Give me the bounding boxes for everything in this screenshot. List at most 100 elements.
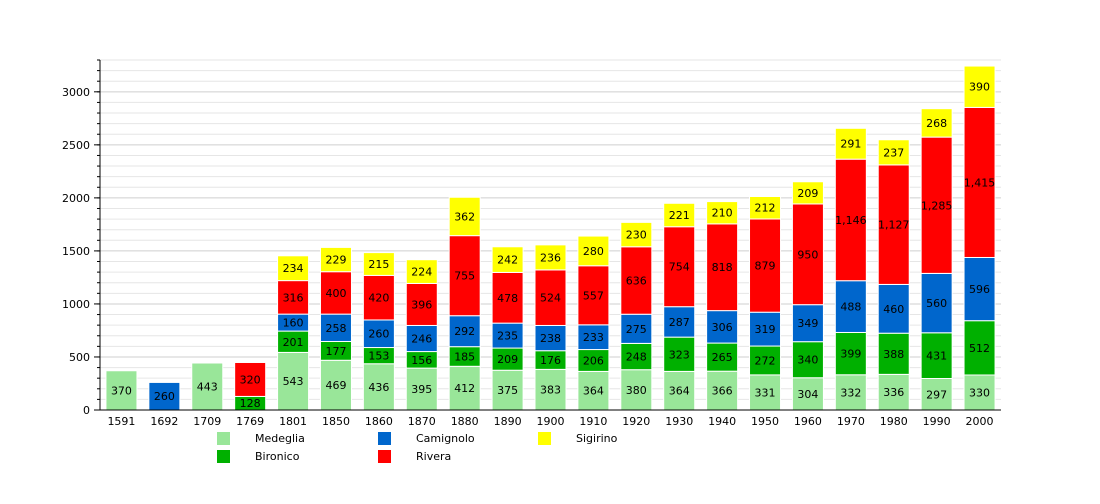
bar-segment-sigirino	[448, 196, 481, 237]
bar-segment-rivera	[877, 164, 910, 285]
y-tick-label: 1000	[62, 298, 90, 311]
bar-segment-sigirino	[749, 196, 782, 220]
data-label: 383	[540, 384, 561, 397]
bar-segment-sigirino	[791, 181, 824, 205]
data-label: 319	[755, 323, 776, 336]
y-tick-label: 0	[83, 404, 90, 417]
bar-segment-bironico	[834, 331, 867, 376]
data-label: 396	[411, 298, 432, 311]
data-label: 210	[712, 207, 733, 220]
data-label: 636	[626, 275, 647, 288]
x-tick-label: 1980	[880, 415, 908, 428]
x-tick-label: 1900	[537, 415, 565, 428]
y-tick-label: 2500	[62, 139, 90, 152]
data-label: 248	[626, 351, 647, 364]
bar-segment-camignolo	[963, 256, 996, 322]
x-tick-label: 1950	[751, 415, 779, 428]
x-tick-label: 1880	[451, 415, 479, 428]
data-label: 268	[926, 117, 947, 130]
bar-segment-camignolo	[920, 272, 953, 334]
bar-segment-camignolo	[834, 280, 867, 333]
bar-segment-rivera	[405, 282, 438, 326]
data-label: 754	[669, 261, 690, 274]
x-tick-label: 1801	[279, 415, 307, 428]
data-label: 375	[497, 384, 518, 397]
y-tick-label: 3000	[62, 86, 90, 99]
data-label: 755	[454, 270, 475, 283]
data-label: 272	[755, 354, 776, 367]
data-label: 275	[626, 323, 647, 336]
data-label: 297	[926, 388, 947, 401]
bar-segment-sigirino	[362, 252, 395, 276]
data-label: 160	[283, 317, 304, 330]
data-label: 331	[755, 386, 776, 399]
x-tick-label: 1940	[708, 415, 736, 428]
data-label: 512	[969, 342, 990, 355]
data-label: 206	[583, 354, 604, 367]
bar-segment-sigirino	[534, 244, 567, 271]
bar-segment-sigirino	[963, 65, 996, 108]
x-tick-label: 1692	[150, 415, 178, 428]
data-label: 1,146	[835, 214, 867, 227]
bar-segment-medeglia	[105, 370, 138, 411]
data-label: 366	[712, 385, 733, 398]
bar-segment-rivera	[920, 136, 953, 274]
data-label: 201	[283, 336, 304, 349]
x-tick-label: 2000	[966, 415, 994, 428]
data-label: 177	[325, 345, 346, 358]
legend-swatch-sigirino	[538, 432, 551, 445]
bar-segment-rivera	[362, 274, 395, 321]
data-label: 153	[368, 350, 389, 363]
data-label: 236	[540, 251, 561, 264]
bar-segment-medeglia	[277, 351, 310, 411]
bar-segment-bironico	[706, 342, 739, 372]
y-tick-label: 2000	[62, 192, 90, 205]
bar-segment-medeglia	[448, 365, 481, 411]
data-label: 258	[325, 322, 346, 335]
data-label: 460	[883, 303, 904, 316]
data-label: 478	[497, 292, 518, 305]
x-tick-label: 1591	[107, 415, 135, 428]
data-label: 233	[583, 331, 604, 344]
data-label: 242	[497, 254, 518, 267]
bar-segment-sigirino	[706, 201, 739, 225]
bar-segment-medeglia	[319, 359, 352, 411]
bar-segment-rivera	[319, 271, 352, 315]
data-label: 246	[411, 333, 432, 346]
data-label: 291	[840, 138, 861, 151]
data-label: 209	[497, 353, 518, 366]
data-label: 488	[840, 301, 861, 314]
data-label: 1,127	[878, 219, 910, 232]
data-label: 336	[883, 386, 904, 399]
data-label: 265	[712, 351, 733, 364]
x-tick-label: 1769	[236, 415, 264, 428]
y-tick-label: 500	[69, 351, 90, 364]
x-tick-label: 1910	[579, 415, 607, 428]
data-label: 304	[797, 388, 818, 401]
bar-segment-sigirino	[620, 221, 653, 248]
x-tick-label: 1870	[408, 415, 436, 428]
data-label: 469	[325, 379, 346, 392]
data-label: 364	[669, 385, 690, 398]
data-label: 330	[969, 387, 990, 400]
bar-segment-rivera	[834, 158, 867, 282]
bar-segment-camignolo	[362, 319, 395, 349]
data-label: 280	[583, 245, 604, 258]
bar-segment-sigirino	[277, 255, 310, 282]
bar-segment-bironico	[620, 342, 653, 371]
data-label: 292	[454, 325, 475, 338]
x-tick-label: 1920	[622, 415, 650, 428]
data-label: 128	[240, 397, 261, 410]
data-label: 364	[583, 385, 604, 398]
bar-segment-rivera	[491, 271, 524, 324]
bar-segment-camignolo	[148, 381, 181, 411]
data-label: 340	[797, 354, 818, 367]
bar-segment-bironico	[877, 332, 910, 375]
bar-segment-camignolo	[791, 304, 824, 343]
data-label: 221	[669, 209, 690, 222]
data-label: 234	[283, 262, 304, 275]
bar-segment-sigirino	[405, 259, 438, 284]
data-label: 230	[626, 229, 647, 242]
data-label: 332	[840, 386, 861, 399]
